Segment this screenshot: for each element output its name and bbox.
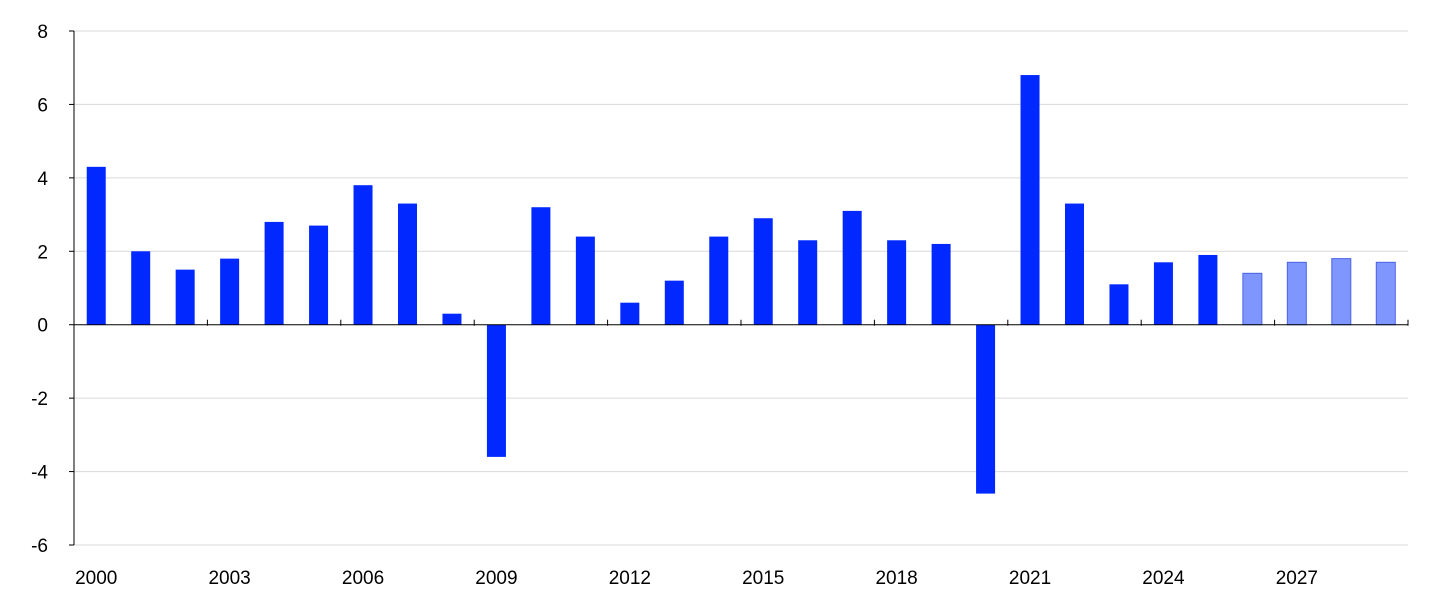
y-tick-label: 8 bbox=[37, 22, 48, 43]
x-tick-label: 2003 bbox=[208, 568, 250, 589]
bar-2022 bbox=[1065, 203, 1084, 325]
x-tick-label: 2012 bbox=[609, 568, 651, 589]
bar-2004 bbox=[264, 221, 284, 325]
x-tick-label: 2009 bbox=[475, 568, 517, 589]
bar-2025 bbox=[1198, 254, 1218, 325]
bar-projected-2028 bbox=[1331, 258, 1352, 326]
bars bbox=[86, 75, 1396, 494]
x-tick-label: 2015 bbox=[742, 568, 784, 589]
x-tick-label: 2027 bbox=[1276, 568, 1318, 589]
bar-2021 bbox=[1020, 75, 1040, 325]
x-tick-label: 2006 bbox=[342, 568, 384, 589]
bar-2002 bbox=[175, 269, 195, 325]
bar-2019 bbox=[931, 243, 951, 325]
gridlines bbox=[74, 30, 1408, 546]
y-tick-label: -6 bbox=[31, 536, 48, 557]
bar-2007 bbox=[398, 203, 417, 325]
y-tick-label: 6 bbox=[37, 95, 48, 116]
x-tick-label: 2000 bbox=[75, 568, 117, 589]
bar-2023 bbox=[1109, 284, 1129, 325]
x-tick-label: 2018 bbox=[875, 568, 917, 589]
y-tick-labels: 8 6 4 2 0 -2 -4 -6 bbox=[31, 22, 48, 557]
bar-2001 bbox=[131, 251, 151, 325]
bar-2008 bbox=[442, 313, 462, 325]
bar-2012 bbox=[620, 302, 640, 325]
bar-2009 bbox=[486, 324, 506, 457]
bar-2018 bbox=[887, 240, 907, 325]
bar-projected-2026 bbox=[1242, 272, 1263, 326]
y-tick-label: 2 bbox=[37, 242, 48, 263]
bar-2014 bbox=[709, 236, 729, 325]
bar-2020 bbox=[976, 324, 996, 494]
bar-2016 bbox=[798, 240, 818, 325]
bar-projected-2029 bbox=[1375, 261, 1396, 326]
axes bbox=[69, 30, 1409, 546]
bar-2005 bbox=[309, 225, 329, 325]
y-tick-label: -2 bbox=[31, 389, 48, 410]
bar-2015 bbox=[753, 218, 773, 325]
y-tick-label: 0 bbox=[37, 316, 48, 337]
x-tick-label: 2021 bbox=[1009, 568, 1051, 589]
x-tick-label: 2024 bbox=[1142, 568, 1185, 589]
bar-2006 bbox=[353, 185, 373, 325]
y-tick-label: 4 bbox=[37, 169, 48, 190]
bar-2011 bbox=[575, 236, 595, 325]
bar-2010 bbox=[531, 207, 551, 325]
bar-2003 bbox=[220, 258, 240, 325]
bar-2013 bbox=[664, 280, 684, 325]
bar-2000 bbox=[86, 166, 106, 325]
y-tick-label: -4 bbox=[31, 463, 48, 484]
bar-2024 bbox=[1153, 262, 1173, 325]
bar-projected-2027 bbox=[1286, 261, 1307, 326]
bar-2017 bbox=[842, 210, 862, 325]
x-tick-labels: 2000 2003 2006 2009 2012 2015 2018 2021 2024 2027 bbox=[75, 568, 1318, 589]
